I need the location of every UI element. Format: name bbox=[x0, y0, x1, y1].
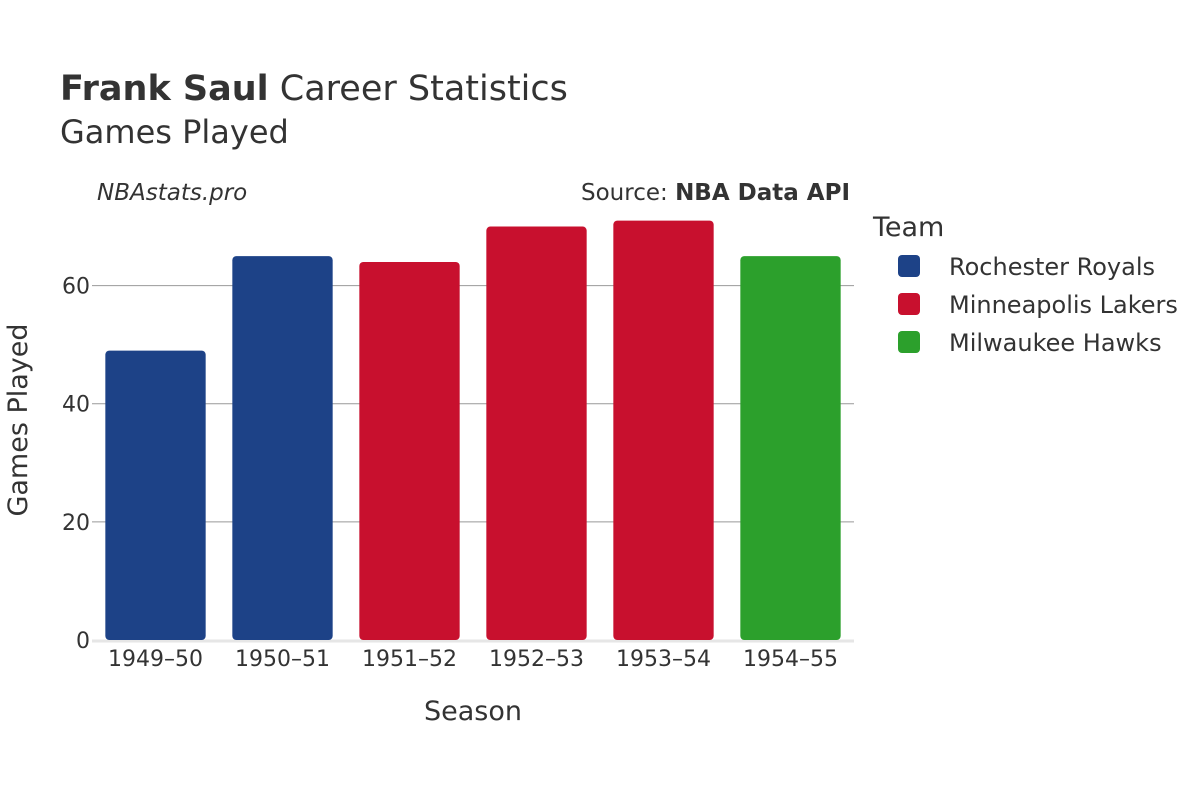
bar bbox=[613, 220, 714, 641]
y-tick-label: 20 bbox=[62, 511, 90, 536]
bar bbox=[105, 350, 206, 640]
x-tick-label: 1952–53 bbox=[489, 647, 584, 672]
title-player-name: Frank Saul bbox=[60, 69, 269, 109]
y-axis-title: Games Played bbox=[3, 323, 34, 516]
legend-swatch bbox=[898, 293, 920, 315]
x-tick-label: 1954–55 bbox=[743, 647, 838, 672]
legend-item-label: Rochester Royals bbox=[949, 253, 1155, 281]
source-prefix: Source: bbox=[581, 180, 675, 206]
legend-title: Team bbox=[872, 212, 944, 243]
bar bbox=[740, 256, 841, 640]
y-tick-label: 40 bbox=[62, 393, 90, 418]
source-credit: Source: NBA Data API bbox=[581, 180, 850, 206]
title-rest: Career Statistics bbox=[269, 69, 568, 109]
chart-title: Frank Saul Career Statistics bbox=[60, 69, 568, 109]
x-tick-label: 1950–51 bbox=[235, 647, 330, 672]
watermark: NBAstats.pro bbox=[97, 180, 247, 206]
y-axis: 0 20 40 60 bbox=[62, 275, 90, 654]
x-tick-label: 1951–52 bbox=[362, 647, 457, 672]
source-name: NBA Data API bbox=[675, 180, 850, 206]
x-axis: 1949–50 1950–51 1951–52 1952–53 1953–54 1954–… bbox=[108, 647, 838, 672]
legend: Team Rochester Royals Minneapolis Lakers M… bbox=[872, 212, 1178, 357]
legend-swatch bbox=[898, 331, 920, 353]
gridlines bbox=[92, 285, 854, 643]
bar bbox=[232, 256, 333, 640]
y-tick-label: 0 bbox=[76, 629, 90, 654]
chart-subtitle: Games Played bbox=[60, 113, 289, 151]
bar bbox=[486, 226, 587, 641]
bars bbox=[105, 220, 841, 641]
bar bbox=[359, 261, 460, 640]
y-tick-label: 60 bbox=[62, 275, 90, 300]
legend-item-label: Minneapolis Lakers bbox=[949, 291, 1178, 319]
x-tick-label: 1949–50 bbox=[108, 647, 203, 672]
legend-item-label: Milwaukee Hawks bbox=[949, 329, 1162, 357]
x-axis-title: Season bbox=[424, 696, 522, 727]
x-tick-label: 1953–54 bbox=[616, 647, 711, 672]
legend-swatch bbox=[898, 255, 920, 277]
